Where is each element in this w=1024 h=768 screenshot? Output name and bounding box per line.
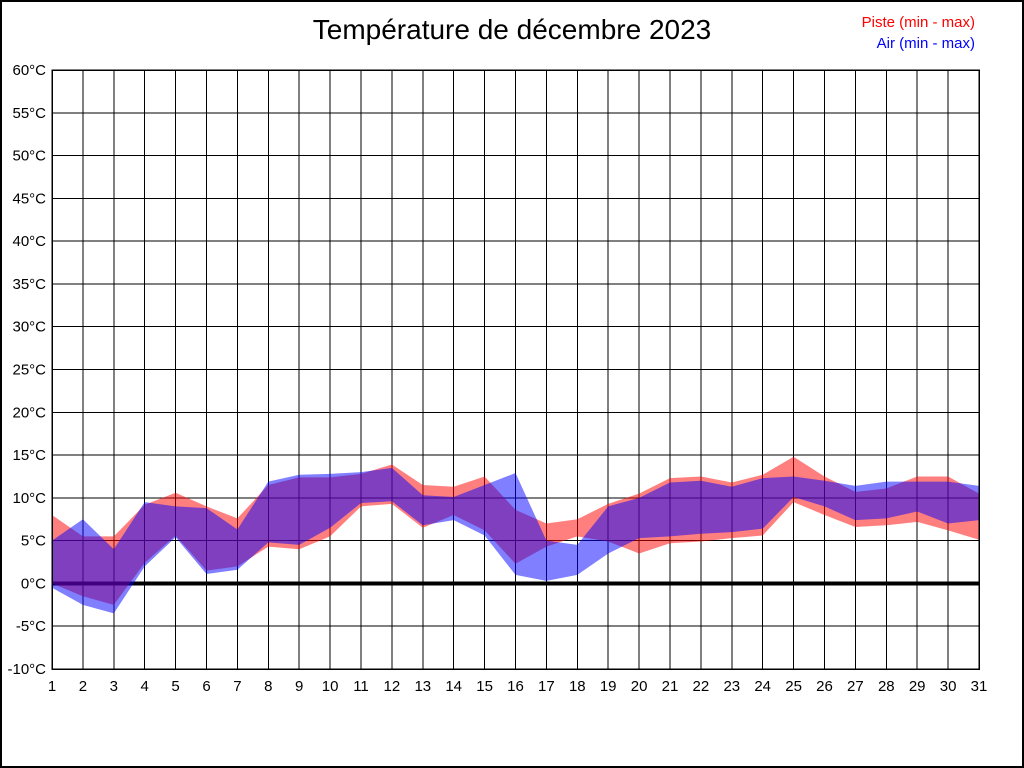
legend: Piste (min - max) Air (min - max) — [862, 12, 975, 54]
x-tick-label: 15 — [476, 678, 493, 695]
y-tick-label: 35°C — [12, 276, 46, 293]
x-tick-label: 17 — [538, 678, 555, 695]
x-tick-label: 10 — [322, 678, 339, 695]
x-tick-label: 6 — [202, 678, 210, 695]
x-tick-label: 23 — [723, 678, 740, 695]
x-tick-label: 12 — [384, 678, 401, 695]
y-tick-label: 10°C — [12, 490, 46, 507]
y-tick-label: -5°C — [16, 618, 46, 635]
y-tick-label: 15°C — [12, 447, 46, 464]
x-tick-label: 18 — [569, 678, 586, 695]
x-tick-label: 24 — [754, 678, 771, 695]
x-tick-label: 31 — [971, 678, 988, 695]
y-tick-label: -10°C — [7, 661, 46, 678]
x-tick-label: 19 — [600, 678, 617, 695]
x-tick-label: 14 — [445, 678, 462, 695]
x-tick-label: 27 — [847, 678, 864, 695]
legend-item-air: Air (min - max) — [876, 35, 975, 52]
air-band — [52, 467, 979, 614]
x-tick-label: 16 — [507, 678, 524, 695]
y-tick-label: 30°C — [12, 319, 46, 336]
x-tick-label: 4 — [141, 678, 149, 695]
x-tick-label: 22 — [693, 678, 710, 695]
y-tick-label: 55°C — [12, 105, 46, 122]
x-tick-label: 13 — [414, 678, 431, 695]
chart-title: Température de décembre 2023 — [312, 14, 712, 45]
y-tick-label: 25°C — [12, 362, 46, 379]
x-tick-label: 1 — [48, 678, 56, 695]
x-tick-label: 11 — [353, 678, 369, 695]
x-tick-label: 28 — [878, 678, 895, 695]
x-tick-label: 25 — [785, 678, 802, 695]
y-tick-label: 40°C — [12, 233, 46, 250]
x-tick-label: 29 — [909, 678, 926, 695]
y-tick-label: 0°C — [21, 575, 46, 592]
x-tick-label: 26 — [816, 678, 833, 695]
x-tick-label: 21 — [662, 678, 679, 695]
x-tick-label: 20 — [631, 678, 648, 695]
x-tick-label: 30 — [940, 678, 957, 695]
y-tick-label: 45°C — [12, 190, 46, 207]
legend-item-piste: Piste (min - max) — [861, 14, 975, 31]
x-tick-label: 9 — [295, 678, 303, 695]
y-tick-label: 20°C — [12, 404, 46, 421]
x-tick-label: 7 — [233, 678, 241, 695]
x-tick-label: 2 — [79, 678, 87, 695]
y-tick-label: 60°C — [12, 62, 46, 79]
x-tick-label: 8 — [264, 678, 272, 695]
x-tick-label: 5 — [171, 678, 179, 695]
y-tick-label: 5°C — [21, 533, 46, 550]
x-tick-label: 3 — [110, 678, 118, 695]
y-tick-label: 50°C — [12, 148, 46, 165]
plot-border — [51, 69, 980, 670]
